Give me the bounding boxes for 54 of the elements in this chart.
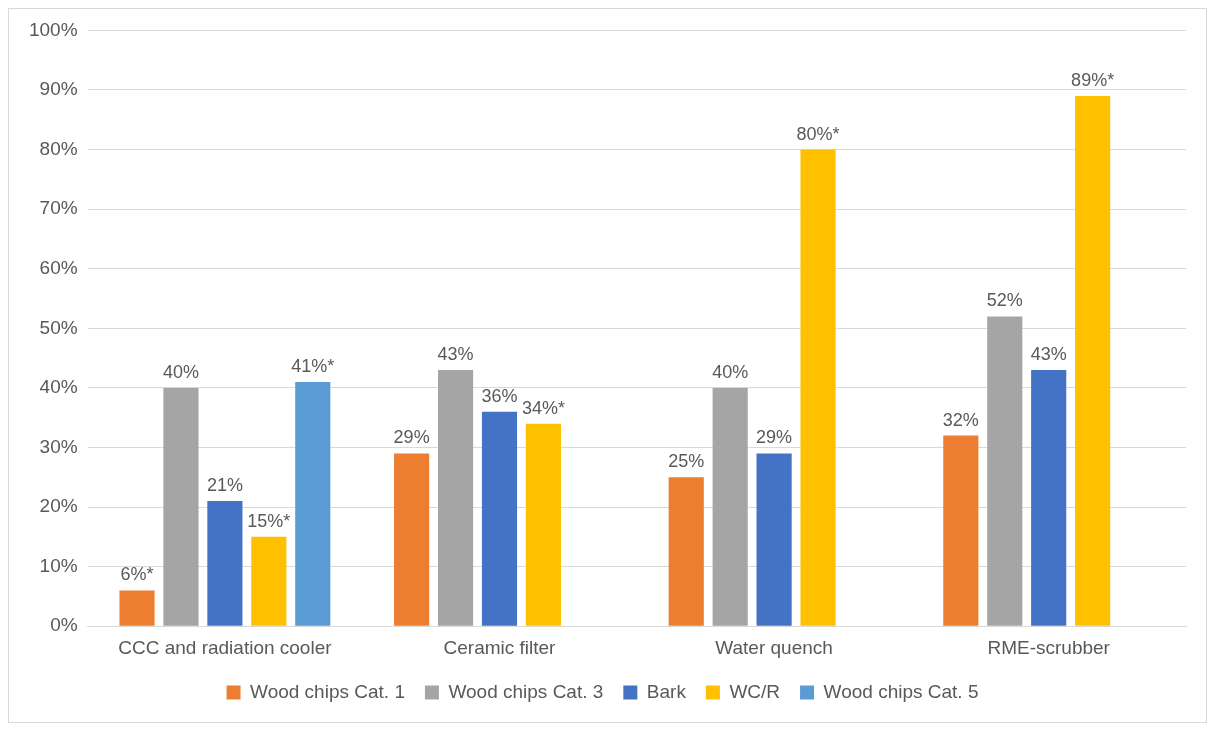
data-label: 25% bbox=[668, 451, 705, 472]
data-label: 34%* bbox=[521, 397, 565, 418]
legend-label: Wood chips Cat. 3 bbox=[448, 680, 604, 702]
data-label: 52% bbox=[986, 290, 1023, 311]
y-tick-label: 30% bbox=[39, 435, 78, 457]
bar bbox=[1075, 95, 1111, 626]
y-tick-label: 10% bbox=[39, 554, 78, 576]
data-label: 36% bbox=[481, 385, 518, 406]
y-tick-label: 70% bbox=[39, 197, 78, 219]
bar bbox=[394, 453, 430, 626]
x-tick-label: RME-scrubber bbox=[987, 636, 1111, 658]
data-label: 32% bbox=[942, 409, 979, 430]
y-tick-label: 60% bbox=[39, 256, 78, 278]
bar bbox=[437, 370, 474, 626]
bar bbox=[1031, 370, 1067, 626]
legend-label: Wood chips Cat. 5 bbox=[823, 680, 979, 702]
bar bbox=[712, 387, 748, 626]
bar bbox=[800, 149, 836, 626]
bar bbox=[163, 387, 199, 626]
data-label: 80%* bbox=[796, 123, 840, 144]
data-label: 21% bbox=[206, 475, 243, 496]
legend-label: Bark bbox=[646, 680, 687, 702]
bar bbox=[119, 590, 155, 626]
bar bbox=[525, 423, 562, 626]
bar bbox=[481, 411, 518, 626]
bar bbox=[756, 453, 792, 626]
data-label: 40% bbox=[712, 361, 749, 382]
x-tick-label: CCC and radiation cooler bbox=[118, 636, 333, 658]
data-label: 29% bbox=[756, 427, 793, 448]
data-label: 43% bbox=[437, 343, 474, 364]
bar bbox=[943, 435, 979, 626]
bar bbox=[251, 536, 287, 626]
bar bbox=[668, 477, 704, 626]
y-tick-label: 100% bbox=[28, 18, 78, 40]
legend-label: Wood chips Cat. 1 bbox=[250, 680, 405, 702]
y-tick-label: 20% bbox=[39, 495, 78, 517]
y-tick-label: 40% bbox=[39, 376, 78, 398]
data-label: 40% bbox=[162, 361, 199, 382]
y-tick-label: 80% bbox=[39, 137, 78, 159]
y-tick-label: 0% bbox=[50, 614, 78, 636]
data-label: 41%* bbox=[291, 355, 335, 376]
bar bbox=[207, 501, 243, 626]
data-label: 43% bbox=[1030, 343, 1067, 364]
data-label: 89%* bbox=[1071, 69, 1115, 90]
x-tick-label: Ceramic filter bbox=[443, 636, 557, 658]
legend-label: WC/R bbox=[729, 680, 781, 702]
bar bbox=[295, 381, 331, 626]
y-tick-label: 50% bbox=[39, 316, 78, 338]
data-label: 29% bbox=[393, 427, 430, 448]
data-label: 15%* bbox=[247, 510, 291, 531]
y-tick-label: 90% bbox=[39, 78, 78, 100]
x-tick-label: Water quench bbox=[715, 636, 833, 658]
data-label: 6%* bbox=[120, 564, 154, 585]
bar bbox=[987, 316, 1023, 626]
